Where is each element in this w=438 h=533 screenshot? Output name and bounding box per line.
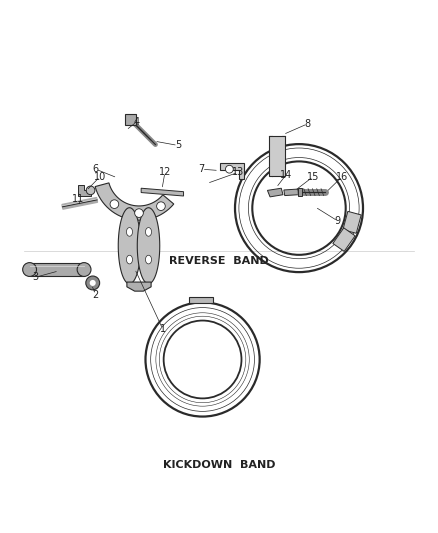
Circle shape [226,165,233,173]
FancyArrow shape [62,198,98,209]
Text: 4: 4 [134,117,140,127]
Circle shape [23,263,36,277]
Ellipse shape [127,228,133,236]
Circle shape [134,209,143,217]
Text: 5: 5 [175,140,181,150]
Circle shape [86,186,95,195]
Text: 3: 3 [32,272,38,282]
Circle shape [77,263,91,277]
Text: 13: 13 [232,167,244,177]
Ellipse shape [145,228,152,236]
Text: 7: 7 [198,164,205,174]
Text: 8: 8 [304,119,311,129]
Circle shape [86,276,100,290]
Text: 16: 16 [336,172,348,182]
Polygon shape [95,183,174,220]
Polygon shape [127,282,151,291]
Bar [30,263,84,277]
Circle shape [157,202,165,211]
Text: 14: 14 [280,170,292,180]
Polygon shape [137,208,160,284]
Text: 12: 12 [159,167,171,177]
Text: 1: 1 [160,324,166,334]
Text: KICKDOWN  BAND: KICKDOWN BAND [163,459,275,470]
Polygon shape [343,212,361,233]
Polygon shape [284,189,299,196]
Polygon shape [118,208,141,284]
Polygon shape [78,185,91,196]
Polygon shape [268,188,283,197]
Text: 9: 9 [335,216,341,226]
Text: REVERSE  BAND: REVERSE BAND [169,256,269,266]
Circle shape [90,280,96,286]
Bar [125,114,135,125]
Polygon shape [141,188,184,196]
Polygon shape [220,163,244,179]
Ellipse shape [127,255,133,264]
Bar [269,136,285,176]
Polygon shape [333,228,355,252]
Text: 6: 6 [93,164,99,174]
Text: 2: 2 [92,289,99,300]
Ellipse shape [145,255,152,264]
Polygon shape [189,297,213,303]
Text: 10: 10 [94,172,106,182]
Text: 15: 15 [307,172,319,182]
Text: 11: 11 [72,195,85,205]
Circle shape [110,200,119,208]
Bar [298,188,303,197]
